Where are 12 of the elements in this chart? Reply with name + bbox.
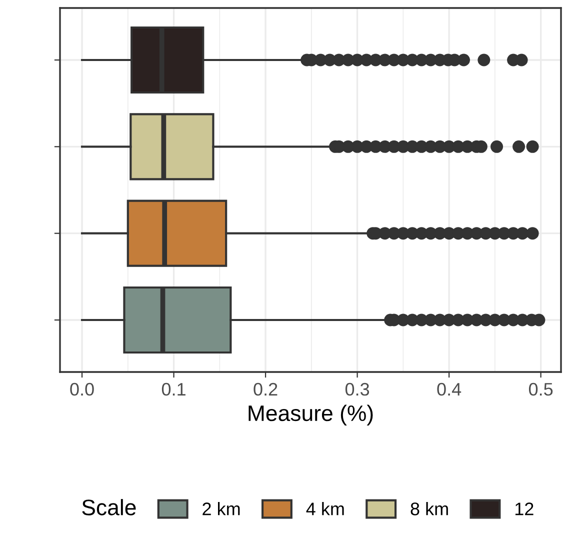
legend-title: Scale (82, 499, 136, 516)
legend-label: 2 km (202, 502, 240, 516)
legend-label: 12 (515, 502, 534, 516)
x-tick-label: 0.4 (437, 382, 462, 396)
x-tick-label: 0.5 (528, 382, 553, 396)
x-tick-label: 0.1 (162, 382, 186, 396)
x-axis-title: Measure (%) (248, 404, 373, 426)
x-tick-label: 0.2 (254, 382, 278, 396)
x-tick-label: 0.0 (70, 382, 94, 396)
legend-label: 8 km (410, 502, 448, 516)
legend-label: 4 km (306, 502, 344, 516)
x-tick-label: 0.3 (345, 382, 370, 396)
